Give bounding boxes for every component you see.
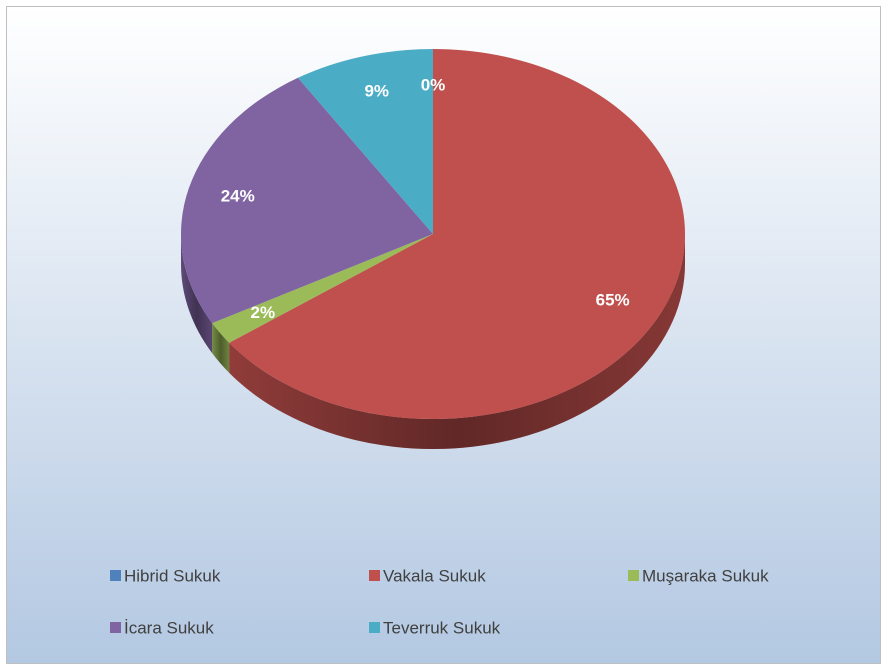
legend-label: Teverruk Sukuk: [383, 618, 501, 637]
legend-label: Muşaraka Sukuk: [642, 566, 769, 585]
legend-label: İcara Sukuk: [124, 618, 214, 637]
value-label: 2%: [250, 303, 275, 322]
legend-label: Hibrid Sukuk: [124, 566, 221, 585]
value-label: 65%: [596, 291, 630, 310]
value-label: 0%: [421, 75, 446, 94]
legend-swatch: [110, 622, 121, 633]
legend-swatch: [628, 570, 639, 581]
slice: [212, 234, 433, 343]
slice: [181, 77, 433, 324]
value-label: 9%: [364, 81, 389, 100]
slice-side-shade: [229, 234, 685, 449]
slice: [229, 49, 686, 419]
slice-side-shade: [212, 323, 230, 373]
legend-swatch: [369, 570, 380, 581]
slice-side-shade: [181, 234, 213, 354]
value-label: 24%: [221, 187, 255, 206]
legend-swatch: [369, 622, 380, 633]
legend-label: Vakala Sukuk: [383, 566, 486, 585]
legend-swatch: [110, 570, 121, 581]
slice: [297, 49, 433, 234]
